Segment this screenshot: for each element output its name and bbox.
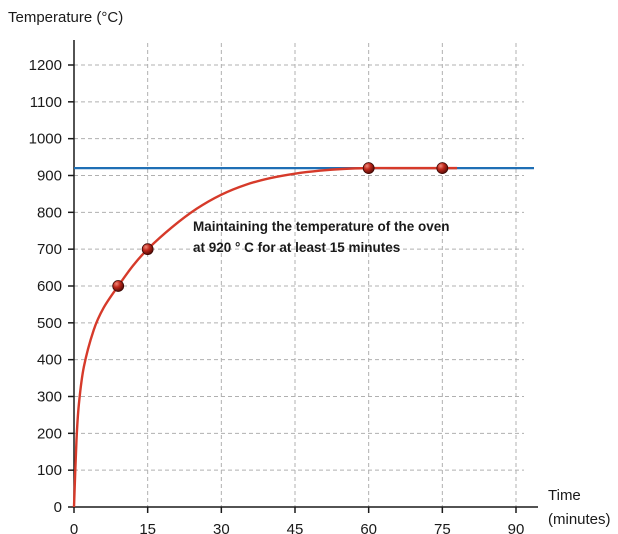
data-point-marker xyxy=(112,280,125,292)
y-tick-label: 500 xyxy=(37,315,62,332)
x-tick-label: 45 xyxy=(287,521,304,534)
y-axis-title: Temperature (°C) xyxy=(8,9,123,26)
x-axis-title-line2: (minutes) xyxy=(548,511,611,528)
y-tick-label: 700 xyxy=(37,241,62,258)
y-tick-label: 300 xyxy=(37,389,62,406)
y-tick-label: 600 xyxy=(37,278,62,295)
data-point-marker xyxy=(141,243,154,256)
data-point-marker xyxy=(362,162,375,175)
series-line xyxy=(72,166,458,508)
y-tick-label: 100 xyxy=(37,462,62,479)
tick-labels: 0100200300400500600700800900100011001200… xyxy=(29,57,525,534)
y-tick-label: 1200 xyxy=(29,57,62,74)
x-tick-label: 15 xyxy=(139,521,156,534)
data-point-marker xyxy=(436,162,449,175)
axes xyxy=(68,40,538,513)
x-tick-label: 60 xyxy=(360,521,377,534)
y-tick-label: 200 xyxy=(37,425,62,442)
grid xyxy=(74,43,524,507)
x-tick-label: 0 xyxy=(70,521,78,534)
annotation-line1: Maintaining the temperature of the oven xyxy=(193,219,450,234)
y-tick-label: 1000 xyxy=(29,131,62,148)
markers-group xyxy=(112,162,449,292)
x-tick-label: 75 xyxy=(434,521,451,534)
x-tick-label: 30 xyxy=(213,521,230,534)
series-group xyxy=(72,166,458,508)
y-tick-label: 0 xyxy=(54,499,62,516)
x-axis-title-line1: Time xyxy=(548,487,581,504)
y-tick-label: 900 xyxy=(37,168,62,185)
annotation-line2: at 920 ° C for at least 15 minutes xyxy=(193,240,400,255)
y-tick-label: 1100 xyxy=(30,94,62,111)
y-tick-label: 400 xyxy=(37,352,62,369)
x-tick-label: 90 xyxy=(508,521,525,534)
y-tick-label: 800 xyxy=(37,204,62,221)
